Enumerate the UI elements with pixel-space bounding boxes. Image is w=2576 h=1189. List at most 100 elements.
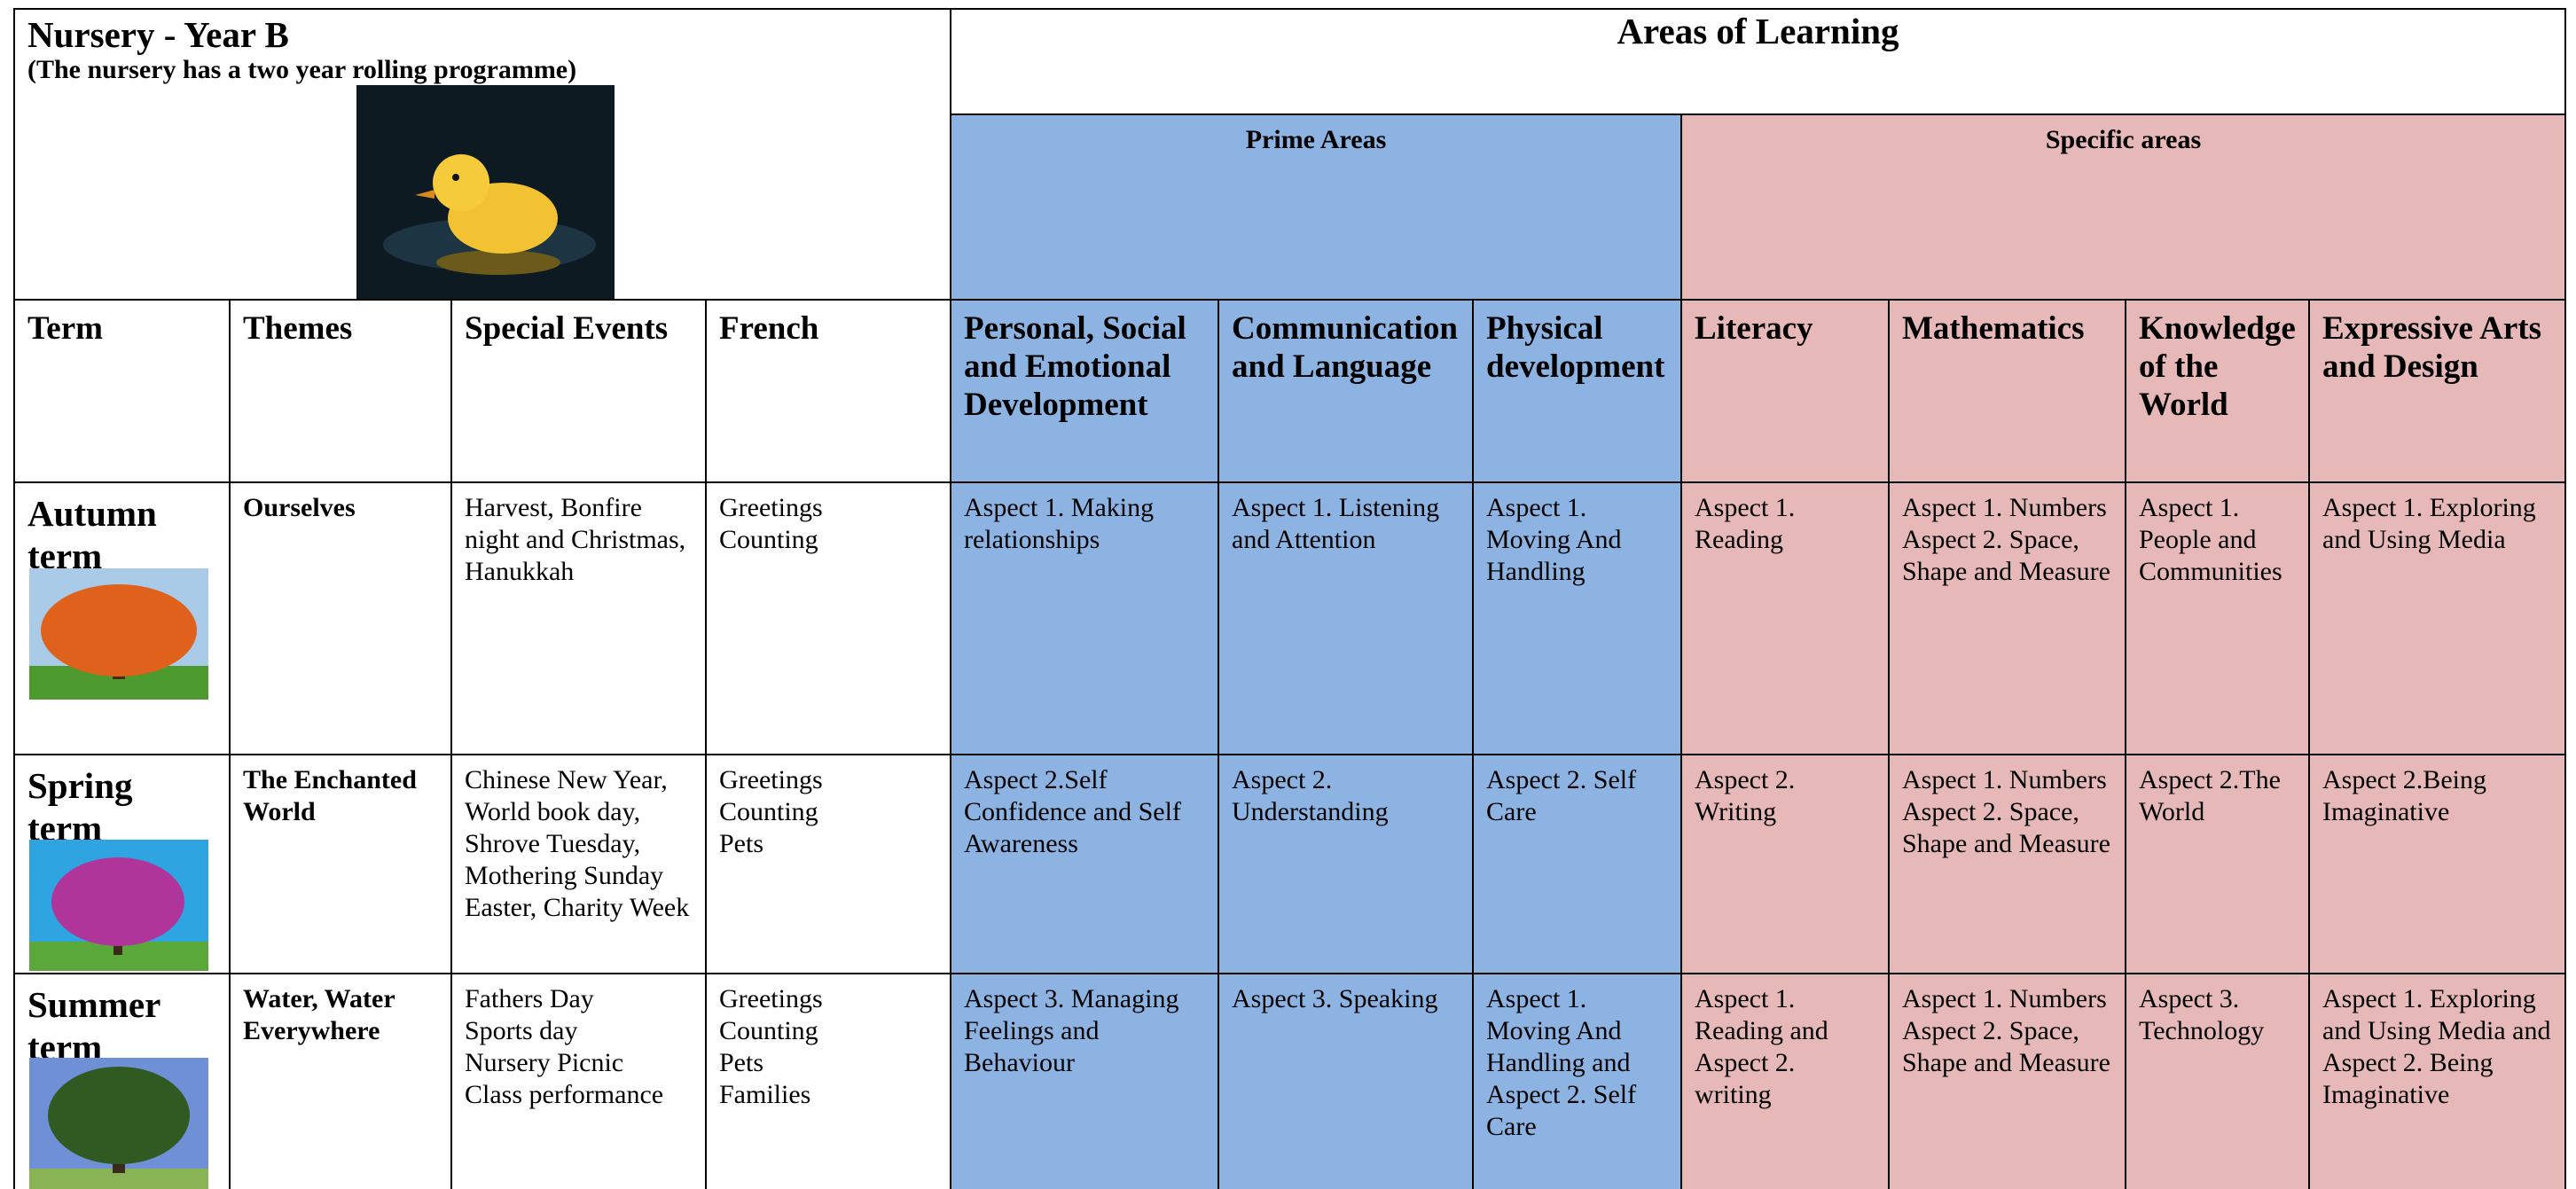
aspect: Aspect 1. Moving And Handling and Aspect… — [1486, 984, 1637, 1141]
duck-image — [356, 85, 615, 299]
aspect-cell: Aspect 1. Numbers Aspect 2. Space, Shape … — [1888, 754, 2126, 974]
term-cell: Summer term — [13, 973, 231, 1189]
theme: Ourselves — [243, 493, 356, 522]
aspect-cell: Aspect 2.The World — [2125, 754, 2310, 974]
french-topic: Greetings — [719, 765, 823, 794]
spring-tree-image — [29, 840, 208, 971]
theme-cell: Ourselves — [229, 481, 452, 755]
french-cell: Greetings Counting Pets Families — [705, 973, 951, 1189]
aspect: Aspect 2. Self Care — [1486, 765, 1637, 826]
event: Nursery Picnic — [465, 1048, 624, 1077]
aspect: Aspect 2. Understanding — [1232, 765, 1389, 826]
aspect-cell: Aspect 1. People and Communities — [2125, 481, 2310, 755]
french-topic: Pets — [719, 829, 764, 858]
aspect: Aspect 1. Exploring and Using Media and … — [2322, 984, 2551, 1109]
aspect: Aspect 1. Listening and Attention — [1232, 493, 1440, 554]
aspect: Aspect 2.The World — [2139, 765, 2281, 826]
aspect-cell: Aspect 2. Self Care — [1472, 754, 1682, 974]
aspect: Aspect 1. Numbers — [1902, 765, 2107, 794]
column-header-text: Knowledge of the World — [2139, 310, 2296, 423]
term: Autumn term — [27, 493, 157, 576]
theme-cell: The Enchanted World — [229, 754, 452, 974]
aspect-cell: Aspect 1. Listening and Attention — [1218, 481, 1474, 755]
aspect: Aspect 3. Technology — [2139, 984, 2265, 1045]
events-cell: Harvest, Bonfire night and Christmas, Ha… — [450, 481, 707, 755]
column-header: Themes — [229, 299, 452, 483]
event: Class performance — [465, 1080, 664, 1109]
column-header: Personal, Social and Emotional Developme… — [950, 299, 1219, 483]
column-header: Literacy — [1680, 299, 1890, 483]
areas-title: Areas of Learning — [1617, 11, 1899, 51]
theme-cell: Water, Water Everywhere — [229, 973, 452, 1189]
event: Harvest, Bonfire night and Christmas, Ha… — [465, 493, 686, 586]
prime-label: Prime Areas — [1245, 125, 1387, 154]
aspect-cell: Aspect 3. Speaking — [1218, 973, 1474, 1189]
aspect-cell: Aspect 1. Reading — [1680, 481, 1890, 755]
aspect-cell: Aspect 1. Exploring and Using Media — [2308, 481, 2566, 755]
event: Fathers Day — [465, 984, 594, 1013]
aspect: Aspect 1. Numbers — [1902, 984, 2107, 1013]
column-header-text: Special Events — [465, 310, 669, 347]
column-header-text: Expressive Arts and Design — [2322, 310, 2542, 385]
column-header: Physical development — [1472, 299, 1682, 483]
french-topic: Counting — [719, 797, 818, 826]
column-header-text: Personal, Social and Emotional Developme… — [964, 310, 1186, 423]
column-header-text: French — [719, 310, 819, 347]
specific-areas-cell: Specific areas — [1680, 113, 2566, 301]
aspect: Aspect 3. Managing Feelings and Behaviou… — [964, 984, 1179, 1077]
aspect-cell: Aspect 2.Self Confidence and Self Awaren… — [950, 754, 1219, 974]
french-cell: Greetings Counting Pets — [705, 754, 951, 974]
areas-title-cell: Areas of Learning — [950, 8, 2566, 115]
title-cell: Nursery - Year B (The nursery has a two y… — [13, 8, 951, 301]
aspect-cell: Aspect 1. Exploring and Using Media and … — [2308, 973, 2566, 1189]
aspect-cell: Aspect 2. Writing — [1680, 754, 1890, 974]
aspect: Aspect 1. Numbers — [1902, 493, 2107, 522]
autumn-tree-image — [29, 568, 208, 700]
column-header-text: Themes — [243, 310, 353, 347]
term: Spring term — [27, 765, 133, 849]
french-topic: Families — [719, 1080, 811, 1109]
aspect: Aspect 1. Making relationships — [964, 493, 1155, 554]
aspect-cell: Aspect 2. Understanding — [1218, 754, 1474, 974]
column-header-text: Communication and Language — [1232, 310, 1458, 385]
french-topic: Greetings — [719, 493, 823, 522]
french-topic: Counting — [719, 525, 818, 554]
title: Nursery - Year B — [27, 14, 289, 55]
column-header: French — [705, 299, 951, 483]
term: Summer term — [27, 984, 161, 1068]
aspect: Aspect 2. Space, Shape and Measure — [1902, 797, 2110, 858]
prime-areas-cell: Prime Areas — [950, 113, 1682, 301]
aspect: Aspect 2. Space, Shape and Measure — [1902, 1016, 2110, 1077]
events-cell: Chinese New Year, World book day, Shrove… — [450, 754, 707, 974]
column-header: Communication and Language — [1218, 299, 1474, 483]
aspect: Aspect 2. Space, Shape and Measure — [1902, 525, 2110, 586]
aspect-cell: Aspect 1. Moving And Handling — [1472, 481, 1682, 755]
aspect: Aspect 2.Self Confidence and Self Awaren… — [964, 765, 1181, 858]
theme: The Enchanted World — [243, 765, 417, 826]
event: Sports day — [465, 1016, 578, 1045]
aspect-cell: Aspect 1. Reading and Aspect 2. writing — [1680, 973, 1890, 1189]
aspect: Aspect 1. Reading and Aspect 2. writing — [1695, 984, 1828, 1109]
event: Chinese New Year, World book day, Shrove… — [465, 765, 690, 922]
aspect: Aspect 3. Speaking — [1232, 984, 1438, 1013]
column-header-text: Physical development — [1486, 310, 1665, 385]
aspect-cell: Aspect 1. Numbers Aspect 2. Space, Shape … — [1888, 481, 2126, 755]
aspect: Aspect 1. Exploring and Using Media — [2322, 493, 2536, 554]
aspect: Aspect 1. Moving And Handling — [1486, 493, 1622, 586]
column-header: Expressive Arts and Design — [2308, 299, 2566, 483]
aspect: Aspect 2.Being Imaginative — [2322, 765, 2486, 826]
aspect-cell: Aspect 1. Numbers Aspect 2. Space, Shape … — [1888, 973, 2126, 1189]
column-header: Special Events — [450, 299, 707, 483]
aspect-cell: Aspect 2.Being Imaginative — [2308, 754, 2566, 974]
theme: Water, Water Everywhere — [243, 984, 395, 1045]
aspect: Aspect 1. Reading — [1695, 493, 1796, 554]
aspect-cell: Aspect 1. Moving And Handling and Aspect… — [1472, 973, 1682, 1189]
aspect-cell: Aspect 3. Managing Feelings and Behaviou… — [950, 973, 1219, 1189]
french-topic: Counting — [719, 1016, 818, 1045]
french-cell: Greetings Counting — [705, 481, 951, 755]
events-cell: Fathers Day Sports day Nursery Picnic Class… — [450, 973, 707, 1189]
column-header-text: Term — [27, 310, 103, 347]
aspect: Aspect 1. People and Communities — [2139, 493, 2282, 586]
aspect-cell: Aspect 3. Technology — [2125, 973, 2310, 1189]
